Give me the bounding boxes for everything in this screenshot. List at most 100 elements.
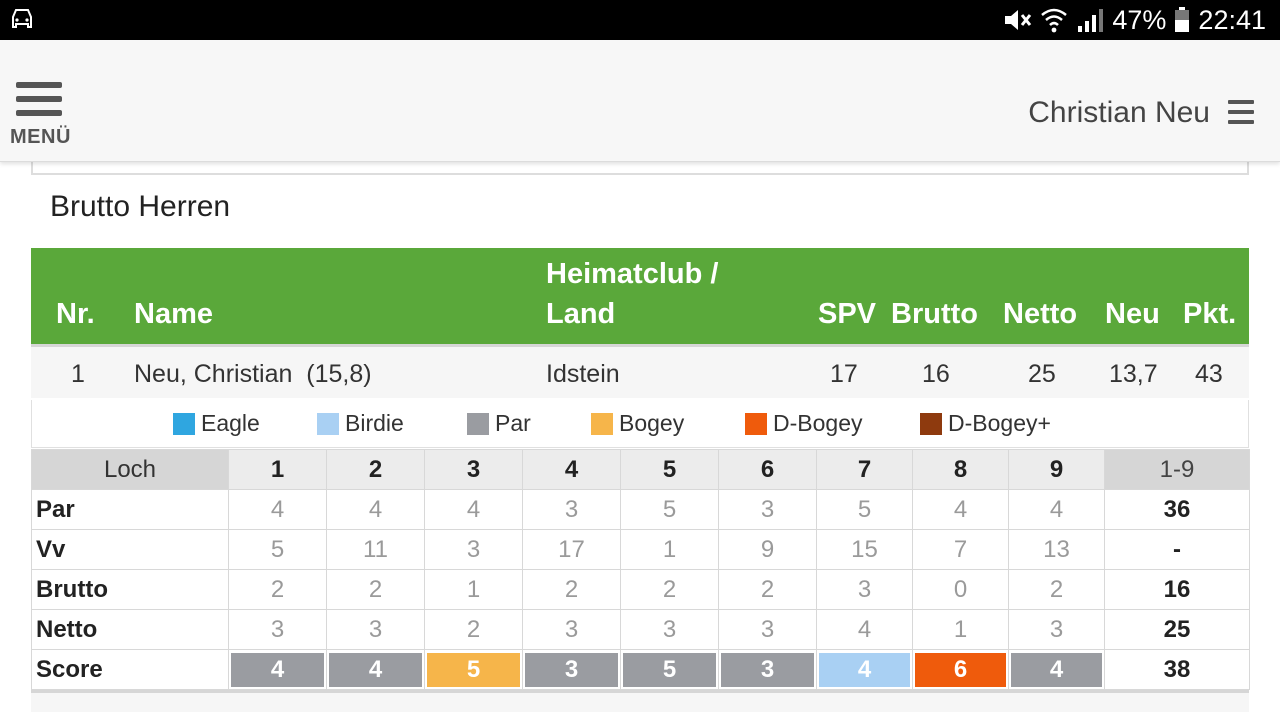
score-chip: 4	[329, 652, 422, 687]
hole-header-row: Loch 1 2 3 4 5 6 7 8 9 1-9	[31, 449, 1250, 490]
score-cell: 5	[620, 649, 719, 690]
score-cell: 4	[424, 489, 523, 530]
row-label: Brutto	[31, 569, 229, 610]
score-chip: 5	[427, 652, 520, 687]
hole-number: 8	[912, 449, 1009, 490]
score-cell: 3	[718, 609, 817, 650]
sum-label: 1-9	[1104, 449, 1250, 490]
score-cell: 3	[326, 609, 425, 650]
score-cell: 3	[424, 529, 523, 570]
legend-eagle: Eagle	[173, 410, 260, 437]
legend-swatch	[920, 412, 942, 435]
result-pkt: 43	[1195, 360, 1223, 388]
score-cell: 3	[718, 649, 817, 690]
hole-number: 9	[1008, 449, 1105, 490]
row-sum: 16	[1104, 569, 1250, 610]
result-neu: 13,7	[1109, 360, 1158, 388]
legend-swatch	[745, 412, 767, 435]
score-cell: 4	[912, 489, 1009, 530]
row-label: Score	[31, 649, 229, 690]
user-menu-icon[interactable]	[1228, 100, 1254, 130]
row-label: Vv	[31, 529, 229, 570]
legend-swatch	[173, 412, 195, 435]
legend-bogey: Bogey	[591, 410, 684, 437]
legend-label: Par	[495, 410, 531, 436]
score-row: Score 4 4 5 3 5 3 4 6 4 38	[31, 649, 1250, 690]
score-cell: 6	[912, 649, 1009, 690]
col-netto: Netto	[1003, 298, 1078, 330]
score-cell: 11	[326, 529, 425, 570]
main-menu-button[interactable]: MENÜ	[8, 82, 76, 152]
result-nr: 1	[71, 360, 85, 388]
loch-label: Loch	[31, 449, 229, 490]
score-cell: 1	[424, 569, 523, 610]
row-sum: 25	[1104, 609, 1250, 650]
score-cell: 15	[816, 529, 913, 570]
battery-percent: 47%	[1112, 4, 1167, 35]
car-mode-icon	[12, 9, 32, 28]
score-cell: 3	[522, 649, 621, 690]
score-chip: 3	[525, 652, 618, 687]
score-cell: 1	[620, 529, 719, 570]
result-name: Neu, Christian (15,8)	[134, 360, 372, 388]
hole-number: 3	[424, 449, 523, 490]
legend-swatch	[591, 412, 613, 435]
score-cell: 2	[228, 569, 327, 610]
legend-label: D-Bogey	[773, 410, 863, 436]
row-sum: 36	[1104, 489, 1250, 530]
wifi-icon	[1041, 8, 1068, 33]
score-cell: 5	[816, 489, 913, 530]
legend-label: Birdie	[345, 410, 404, 436]
menu-label: MENÜ	[10, 126, 71, 148]
legend-swatch	[467, 412, 489, 435]
score-cell: 1	[912, 609, 1009, 650]
score-cell: 5	[228, 529, 327, 570]
score-chip: 4	[1011, 652, 1102, 687]
col-brutto: Brutto	[891, 298, 978, 330]
score-cell: 2	[620, 569, 719, 610]
score-cell: 2	[1008, 569, 1105, 610]
score-cell: 13	[1008, 529, 1105, 570]
scorecard-row: Netto 3 3 2 3 3 3 4 1 3 25	[31, 609, 1250, 650]
result-spv: 17	[830, 360, 858, 388]
results-header: Nr. Name Heimatclub / Land SPV Brutto Ne…	[31, 248, 1249, 344]
score-cell: 5	[424, 649, 523, 690]
result-netto: 25	[1028, 360, 1056, 388]
result-club: Idstein	[546, 360, 620, 388]
score-cell: 3	[228, 609, 327, 650]
hole-number: 4	[522, 449, 621, 490]
score-cell: 0	[912, 569, 1009, 610]
score-cell: 4	[326, 649, 425, 690]
legend-par: Par	[467, 410, 531, 437]
score-chip: 3	[721, 652, 814, 687]
score-cell: 4	[326, 489, 425, 530]
score-cell: 17	[522, 529, 621, 570]
legend-label: D-Bogey+	[948, 410, 1051, 436]
user-name[interactable]: Christian Neu	[1028, 96, 1210, 129]
score-cell: 2	[326, 569, 425, 610]
scorecard-table: Loch 1 2 3 4 5 6 7 8 9 1-9 Par 4 4 4 3 5 3 5 4 4 36 Vv 5 11 3 17 1 9…	[31, 449, 1250, 690]
section-title: Brutto Herren	[50, 190, 231, 223]
col-pkt: Pkt.	[1183, 298, 1237, 330]
signal-icon	[1078, 9, 1104, 32]
score-cell: 5	[620, 489, 719, 530]
legend-d-bogey-plus: D-Bogey+	[920, 410, 1051, 437]
result-row[interactable]: 1 Neu, Christian (15,8) Idstein 17 16 25…	[31, 344, 1249, 398]
score-legend: Eagle Birdie Par Bogey D-Bogey D-Bogey+	[31, 400, 1249, 448]
result-row-next[interactable]	[31, 690, 1249, 712]
row-label: Netto	[31, 609, 229, 650]
score-cell: 3	[522, 489, 621, 530]
score-cell: 2	[718, 569, 817, 610]
score-cell: 4	[816, 649, 913, 690]
col-name: Name	[134, 298, 213, 330]
hole-number: 7	[816, 449, 913, 490]
row-sum: 38	[1104, 649, 1250, 690]
score-cell: 3	[718, 489, 817, 530]
mute-icon	[1005, 10, 1032, 30]
score-cell: 2	[522, 569, 621, 610]
col-neu: Neu	[1105, 298, 1160, 330]
scorecard-row: Par 4 4 4 3 5 3 5 4 4 36	[31, 489, 1250, 530]
score-cell: 3	[1008, 609, 1105, 650]
col-nr: Nr.	[56, 298, 95, 330]
legend-label: Bogey	[619, 410, 685, 436]
